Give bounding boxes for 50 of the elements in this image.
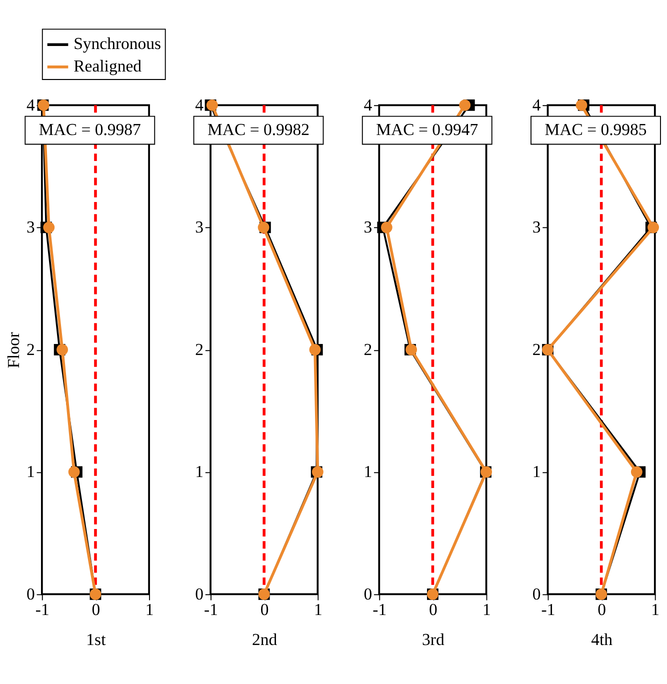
x-axis-title: 3rd bbox=[422, 630, 445, 649]
x-axis-title: 1st bbox=[86, 630, 106, 649]
y-tick-label: 3 bbox=[26, 218, 35, 237]
y-tick-label: 0 bbox=[26, 584, 35, 604]
y-tick-label: 1 bbox=[532, 462, 541, 482]
point bbox=[630, 466, 642, 478]
annotation: MAC = 0.9982 bbox=[207, 120, 310, 139]
y-tick-label: 1 bbox=[364, 462, 372, 482]
y-tick-label: 2 bbox=[26, 340, 35, 359]
legend-label: Realigned bbox=[74, 56, 142, 76]
x-tick-label: 1 bbox=[145, 600, 154, 620]
point bbox=[43, 222, 55, 234]
x-tick-label: 0 bbox=[260, 600, 269, 620]
x-tick-label: -1 bbox=[204, 600, 218, 620]
point bbox=[380, 222, 392, 234]
y-tick-label: 3 bbox=[532, 218, 541, 237]
x-tick-label: -1 bbox=[541, 600, 556, 620]
y-tick-label: 4 bbox=[195, 95, 204, 114]
y-axis-title: Floor bbox=[4, 332, 24, 368]
annotation: MAC = 0.9985 bbox=[544, 120, 647, 139]
annotation: MAC = 0.9987 bbox=[38, 120, 141, 139]
y-tick-label: 4 bbox=[364, 95, 373, 114]
y-tick-label: 0 bbox=[364, 584, 372, 604]
x-tick-label: -1 bbox=[35, 600, 50, 620]
x-tick-label: 0 bbox=[428, 600, 438, 620]
x-axis-title: 4th bbox=[591, 630, 614, 649]
y-tick-label: 0 bbox=[195, 584, 204, 604]
point bbox=[56, 344, 68, 356]
x-tick-label: -1 bbox=[372, 600, 387, 620]
y-tick-label: 1 bbox=[195, 462, 204, 482]
x-tick-label: 1 bbox=[482, 600, 491, 620]
y-tick-label: 2 bbox=[532, 340, 541, 359]
x-tick-label: 1 bbox=[651, 600, 660, 620]
y-tick-label: 0 bbox=[532, 584, 541, 604]
y-tick-label: 4 bbox=[26, 95, 36, 114]
y-tick-label: 2 bbox=[195, 340, 204, 359]
x-axis-title: 2nd bbox=[252, 630, 278, 649]
y-tick-label: 1 bbox=[26, 462, 35, 482]
y-tick-label: 4 bbox=[532, 95, 542, 114]
y-tick-label: 2 bbox=[364, 340, 372, 359]
x-tick-label: 0 bbox=[598, 600, 606, 620]
y-tick-label: 3 bbox=[364, 218, 372, 237]
point bbox=[648, 222, 659, 234]
legend-label: Synchronous bbox=[74, 34, 162, 54]
annotation: MAC = 0.9947 bbox=[376, 120, 478, 139]
y-tick-label: 3 bbox=[195, 218, 204, 237]
x-tick-label: 1 bbox=[314, 600, 322, 620]
x-tick-label: 0 bbox=[92, 600, 100, 620]
point bbox=[459, 99, 471, 111]
point bbox=[68, 466, 80, 478]
